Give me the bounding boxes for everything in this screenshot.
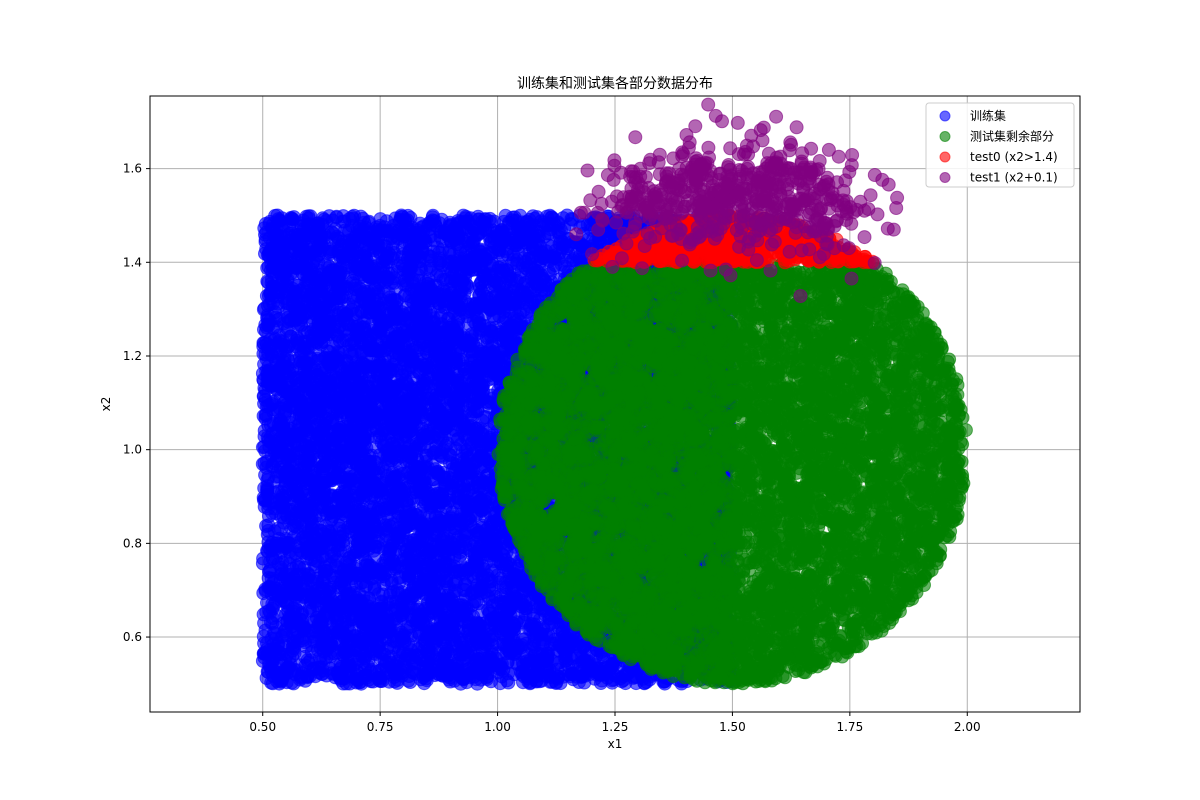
data-points xyxy=(255,97,973,691)
chart-title: 训练集和测试集各部分数据分布 xyxy=(517,75,713,92)
